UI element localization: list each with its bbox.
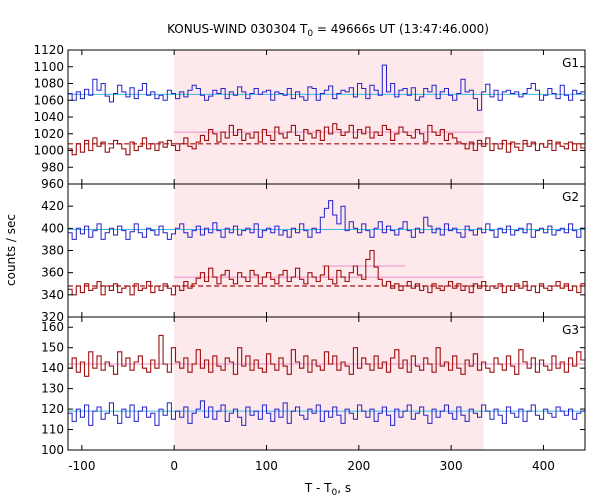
x-tick-label: 200 — [347, 459, 370, 473]
y-tick-label: 320 — [41, 310, 64, 324]
y-tick-label: 1000 — [33, 144, 64, 158]
axis-ticks: 9609801000102010401060108011001120320340… — [33, 43, 585, 473]
panel-g1 — [68, 64, 585, 156]
xlabel-prefix: T - T — [304, 481, 332, 495]
y-tick-label: 100 — [41, 443, 64, 457]
x-tick-label: 400 — [532, 459, 555, 473]
y-tick-label: 140 — [41, 361, 64, 375]
blue-series-histogram — [68, 64, 585, 111]
panel-label-g1: G1 — [562, 56, 579, 70]
x-tick-label: 300 — [440, 459, 463, 473]
y-tick-label: 1100 — [33, 60, 64, 74]
panel-frame — [67, 316, 586, 451]
y-tick-label: 980 — [41, 160, 64, 174]
y-tick-label: 1060 — [33, 93, 64, 107]
xlabel-subscript: 0 — [332, 488, 338, 498]
y-tick-label: 110 — [41, 423, 64, 437]
y-tick-label: 1020 — [33, 127, 64, 141]
y-axis-label: counts / sec — [4, 214, 18, 286]
y-tick-label: 130 — [41, 382, 64, 396]
y-tick-label: 960 — [41, 177, 64, 191]
title-subscript: 0 — [307, 29, 313, 39]
y-tick-label: 420 — [41, 199, 64, 213]
x-axis-label: T - T0, s — [304, 481, 351, 498]
y-tick-label: 400 — [41, 221, 64, 235]
y-tick-label: 1080 — [33, 77, 64, 91]
y-tick-label: 150 — [41, 341, 64, 355]
xlabel-suffix: , s — [337, 481, 351, 495]
y-tick-label: 360 — [41, 266, 64, 280]
red-series-histogram — [68, 334, 585, 377]
red-series-histogram — [68, 249, 585, 296]
panel-label-g2: G2 — [562, 190, 579, 204]
x-tick-label: -100 — [68, 459, 95, 473]
panel-g3 — [68, 334, 585, 426]
title-prefix: KONUS-WIND 030304 T — [167, 22, 308, 36]
panel-g2 — [68, 200, 585, 296]
y-tick-label: 120 — [41, 402, 64, 416]
burst-interval-highlight — [174, 50, 484, 450]
x-tick-label: 0 — [170, 459, 178, 473]
y-tick-label: 340 — [41, 288, 64, 302]
y-tick-label: 1120 — [33, 43, 64, 57]
y-tick-label: 160 — [41, 320, 64, 334]
y-tick-label: 1040 — [33, 110, 64, 124]
x-tick-label: 100 — [255, 459, 278, 473]
blue-series-histogram — [68, 400, 585, 426]
red-series-histogram — [68, 123, 585, 156]
blue-series-histogram — [68, 200, 585, 240]
y-tick-label: 380 — [41, 244, 64, 258]
title-suffix: = 49666s UT (13:47:46.000) — [313, 22, 489, 36]
chart-title: KONUS-WIND 030304 T0 = 49666s UT (13:47:… — [167, 22, 489, 39]
panel-label-g3: G3 — [562, 323, 579, 337]
